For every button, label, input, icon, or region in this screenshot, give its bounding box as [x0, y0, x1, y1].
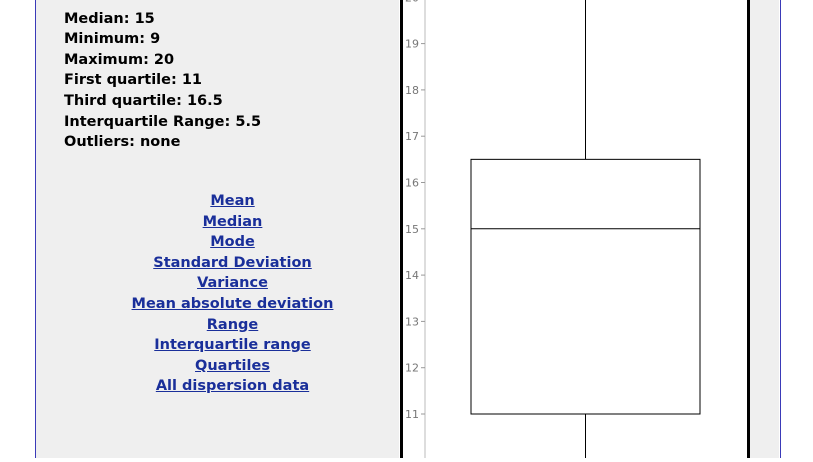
y-tick-label-20: 20: [405, 0, 419, 4]
link-variance[interactable]: Variance: [197, 275, 268, 292]
related-links: Mean Median Mode Standard Deviation Vari…: [36, 191, 429, 397]
y-tick-label-18: 18: [405, 84, 419, 97]
link-mean-absolute-deviation[interactable]: Mean absolute deviation: [131, 295, 334, 312]
stat-outliers: Outliers: none: [64, 134, 181, 151]
interquartile-box: [470, 158, 701, 415]
link-mean[interactable]: Mean: [210, 193, 255, 209]
y-tick-label-17: 17: [405, 130, 419, 143]
statistics-list: Upper fence Median: 15 Minimum: 9 Maximu…: [64, 0, 261, 153]
y-tick-label-16: 16: [405, 177, 419, 190]
y-tick-label-15: 15: [405, 223, 419, 236]
link-quartiles[interactable]: Quartiles: [195, 357, 270, 374]
y-tick-label-19: 19: [405, 38, 419, 51]
y-tick-label-12: 12: [405, 362, 419, 375]
box-plot-panel: 11 12 13 14 15 16 17 18 19 20: [400, 0, 750, 462]
link-range[interactable]: Range: [206, 316, 259, 333]
stat-upper-partial: Upper fence: [64, 0, 261, 9]
stat-median: Median: 15: [64, 10, 155, 27]
stat-minimum: Minimum: 9: [64, 31, 161, 48]
link-interquartile-range[interactable]: Interquartile range: [154, 337, 311, 354]
stat-first-quartile: First quartile: 11: [64, 72, 203, 89]
box-plot-chart: 11 12 13 14 15 16 17 18 19 20: [405, 0, 701, 462]
link-median[interactable]: Median: [202, 213, 263, 230]
stat-third-quartile: Third quartile: 16.5: [64, 92, 223, 109]
statistics-panel: Upper fence Median: 15 Minimum: 9 Maximu…: [36, 0, 399, 458]
link-standard-deviation[interactable]: Standard Deviation: [153, 254, 312, 271]
y-tick-label-14: 14: [405, 269, 419, 282]
stat-iqr: Interquartile Range: 5.5: [64, 113, 262, 130]
stat-maximum: Maximum: 20: [64, 51, 175, 68]
y-tick-label-13: 13: [405, 315, 419, 328]
link-all-dispersion-data[interactable]: All dispersion data: [155, 378, 310, 395]
link-mode[interactable]: Mode: [210, 234, 255, 251]
right-margin: [750, 0, 779, 458]
y-tick-label-11: 11: [405, 408, 419, 421]
